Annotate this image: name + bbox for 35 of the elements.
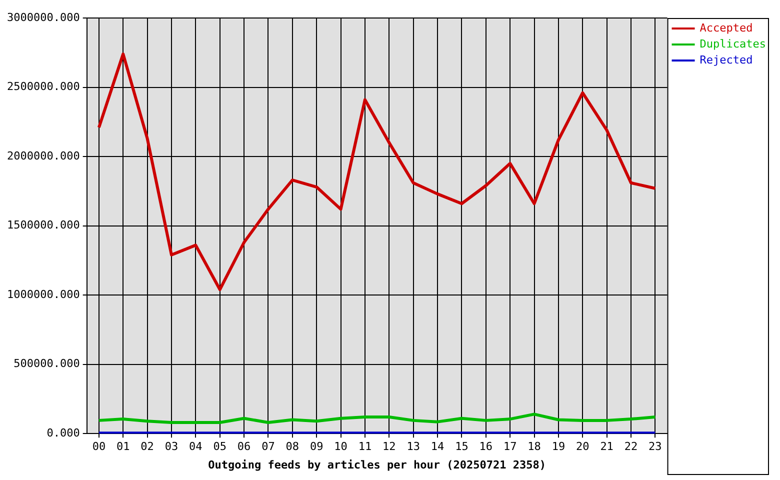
legend-label: Accepted xyxy=(700,21,753,34)
x-tick-label: 23 xyxy=(648,440,662,454)
x-tick-label: 02 xyxy=(140,440,154,454)
y-tick-label: 1500000.000 xyxy=(6,218,80,232)
x-tick-label: 20 xyxy=(576,440,590,454)
x-tick-label: 15 xyxy=(455,440,468,454)
x-tick-label: 12 xyxy=(382,440,396,454)
x-tick-label: 10 xyxy=(334,440,348,454)
x-tick-label: 07 xyxy=(262,440,275,454)
x-tick-label: 09 xyxy=(310,440,324,454)
x-axis-title: Outgoing feeds by articles per hour (20250721 2358) xyxy=(208,458,546,472)
y-tick-label: 3000000.000 xyxy=(6,10,80,24)
x-tick-label: 11 xyxy=(358,440,372,454)
x-tick-label: 19 xyxy=(552,440,566,454)
x-tick-label: 18 xyxy=(528,440,541,454)
x-tick-label: 22 xyxy=(624,440,638,454)
x-tick-label: 13 xyxy=(406,440,420,454)
x-tick-label: 00 xyxy=(92,440,106,454)
y-tick-label: 0.000 xyxy=(46,426,80,440)
x-tick-label: 21 xyxy=(600,440,614,454)
x-tick-label: 04 xyxy=(189,440,203,454)
x-tick-label: 05 xyxy=(213,440,226,454)
y-tick-label: 2000000.000 xyxy=(6,149,80,162)
y-tick-label: 1000000.000 xyxy=(6,288,80,301)
x-tick-label: 08 xyxy=(286,440,300,454)
y-tick-label: 500000.000 xyxy=(14,357,80,370)
legend-label: Duplicates xyxy=(700,37,766,50)
x-tick-label: 06 xyxy=(237,440,251,454)
x-tick-label: 16 xyxy=(479,440,493,454)
y-tick-label: 2500000.000 xyxy=(6,80,80,94)
x-tick-label: 14 xyxy=(430,440,445,454)
x-tick-label: 17 xyxy=(503,440,517,454)
legend-label: Rejected xyxy=(700,53,753,66)
x-tick-label: 03 xyxy=(164,440,178,454)
x-tick-label: 01 xyxy=(116,440,130,454)
